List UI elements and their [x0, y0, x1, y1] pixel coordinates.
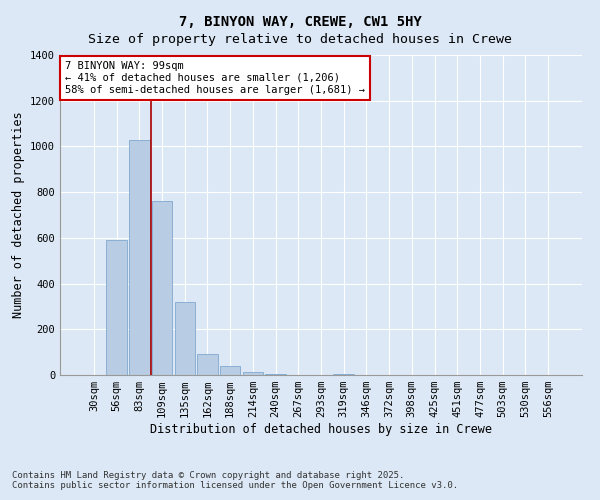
Bar	[129, 140, 149, 375]
Bar	[106, 240, 127, 375]
Text: 7, BINYON WAY, CREWE, CW1 5HY: 7, BINYON WAY, CREWE, CW1 5HY	[179, 15, 421, 29]
Bar	[265, 374, 286, 375]
Bar	[242, 372, 263, 375]
Bar	[220, 366, 241, 375]
Text: Contains HM Land Registry data © Crown copyright and database right 2025.
Contai: Contains HM Land Registry data © Crown c…	[12, 470, 458, 490]
Bar	[197, 354, 218, 375]
Text: Size of property relative to detached houses in Crewe: Size of property relative to detached ho…	[88, 32, 512, 46]
Bar	[334, 374, 354, 375]
X-axis label: Distribution of detached houses by size in Crewe: Distribution of detached houses by size …	[150, 423, 492, 436]
Bar	[175, 302, 195, 375]
Text: 7 BINYON WAY: 99sqm
← 41% of detached houses are smaller (1,206)
58% of semi-det: 7 BINYON WAY: 99sqm ← 41% of detached ho…	[65, 62, 365, 94]
Y-axis label: Number of detached properties: Number of detached properties	[11, 112, 25, 318]
Bar	[152, 202, 172, 375]
